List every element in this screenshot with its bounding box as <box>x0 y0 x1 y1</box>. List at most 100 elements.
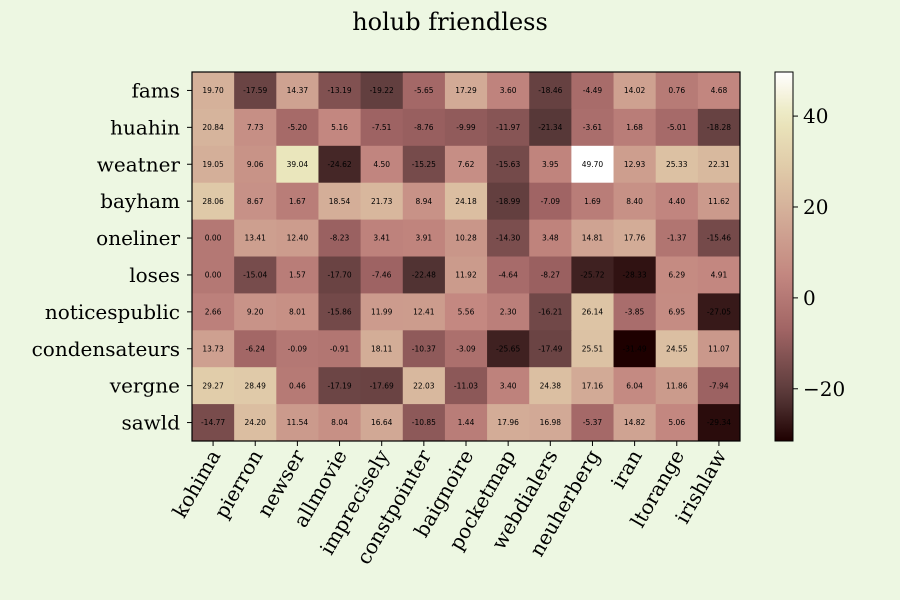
heatmap-cell <box>697 293 741 331</box>
cell-value-label: -31.49 <box>623 344 647 353</box>
cell-value-label: -15.86 <box>327 307 351 316</box>
cell-value-label: -10.37 <box>412 344 436 353</box>
heatmap-cell <box>318 293 362 331</box>
y-tick-label: huahin <box>110 115 180 139</box>
heatmap-cell <box>697 108 741 147</box>
heatmap-cell <box>613 367 657 405</box>
cell-value-label: 16.64 <box>371 418 393 427</box>
cell-value-label: 6.95 <box>668 307 685 316</box>
heatmap-cell <box>655 330 699 368</box>
heatmap-cell <box>487 72 530 110</box>
heatmap-cell <box>697 72 741 110</box>
cell-value-label: -0.91 <box>330 344 350 353</box>
heatmap-cell <box>192 219 235 257</box>
cell-value-label: -4.49 <box>583 86 603 95</box>
heatmap-cell <box>192 404 235 442</box>
heatmap-cell <box>276 404 319 442</box>
cell-value-label: 24.20 <box>244 418 266 427</box>
heatmap-cells: 19.70 -17.59 14.37 -13.19 -19.22 -5.65 17.29 3.… <box>192 72 741 442</box>
cell-value-label: 0.76 <box>668 86 685 95</box>
y-tick-label: fams <box>131 78 180 102</box>
chart-title: holub friendless <box>352 8 548 36</box>
heatmap-cell <box>529 404 572 442</box>
heatmap-cell <box>192 72 235 110</box>
heatmap-cell <box>529 367 572 405</box>
heatmap-cell <box>697 256 741 294</box>
heatmap-cell <box>697 219 741 257</box>
cell-value-label: -19.22 <box>370 86 394 95</box>
cell-value-label: 14.82 <box>624 418 646 427</box>
cell-value-label: 0.46 <box>289 381 306 390</box>
y-tick-label: oneliner <box>96 226 180 250</box>
cell-value-label: -9.99 <box>456 123 476 132</box>
cell-value-label: -25.65 <box>496 344 520 353</box>
cell-value-label: 28.49 <box>244 381 266 390</box>
cell-value-label: 18.11 <box>371 344 393 353</box>
heatmap-cell <box>360 256 404 294</box>
heatmap-cell <box>487 293 530 331</box>
heatmap-cell <box>360 145 404 184</box>
colorbar-tick-label: −20 <box>803 377 845 401</box>
heatmap-cell <box>444 367 488 405</box>
heatmap-cell <box>655 219 699 257</box>
heatmap-cell <box>234 367 277 405</box>
cell-value-label: -6.24 <box>246 344 266 353</box>
heatmap-cell <box>276 367 319 405</box>
cell-value-label: -28.33 <box>623 271 647 280</box>
cell-value-label: -3.85 <box>625 307 645 316</box>
heatmap-cell <box>487 330 530 368</box>
cell-value-label: 6.29 <box>668 271 685 280</box>
colorbar: −20 0 20 40 <box>774 71 845 442</box>
y-tick-label: loses <box>129 263 180 287</box>
cell-value-label: 8.04 <box>331 418 348 427</box>
cell-value-label: 17.76 <box>624 234 646 243</box>
cell-value-label: -10.85 <box>412 418 436 427</box>
cell-value-label: -8.76 <box>414 123 434 132</box>
cell-value-label: -7.94 <box>709 381 729 390</box>
cell-value-label: -14.77 <box>201 418 225 427</box>
cell-value-label: 14.81 <box>582 234 604 243</box>
cell-value-label: -16.21 <box>538 307 562 316</box>
cell-value-label: -8.27 <box>541 271 561 280</box>
heatmap-cell <box>444 219 488 257</box>
heatmap-cell <box>402 367 446 405</box>
cell-value-label: 3.40 <box>500 381 517 390</box>
heatmap-cell <box>613 219 657 257</box>
cell-value-label: -8.23 <box>330 234 350 243</box>
heatmap-cell <box>571 293 615 331</box>
heatmap-cell <box>444 256 488 294</box>
heatmap-cell <box>613 145 657 184</box>
cell-value-label: -17.69 <box>370 381 394 390</box>
cell-value-label: 49.70 <box>582 160 604 169</box>
x-axis: kohimapierronnewserallmovieimpreciselyco… <box>167 441 731 568</box>
heatmap-cell <box>360 108 404 147</box>
cell-value-label: 4.91 <box>711 271 728 280</box>
heatmap-cell <box>613 108 657 147</box>
heatmap-cell <box>529 72 572 110</box>
heatmap-cell <box>234 404 277 442</box>
heatmap-cell <box>655 145 699 184</box>
cell-value-label: -15.46 <box>707 234 731 243</box>
cell-value-label: 5.56 <box>458 307 475 316</box>
heatmap-cell <box>402 330 446 368</box>
cell-value-label: 4.68 <box>711 86 728 95</box>
heatmap-cell <box>487 182 530 221</box>
heatmap-cell <box>318 330 362 368</box>
cell-value-label: 2.30 <box>500 307 517 316</box>
heatmap-cell <box>697 182 741 221</box>
heatmap-cell <box>444 293 488 331</box>
heatmap-cell <box>402 256 446 294</box>
cell-value-label: 11.07 <box>708 344 730 353</box>
heatmap-cell <box>487 367 530 405</box>
cell-value-label: 0.00 <box>205 271 222 280</box>
heatmap-cell <box>360 72 404 110</box>
cell-value-label: 29.27 <box>202 381 224 390</box>
cell-value-label: 14.37 <box>287 86 309 95</box>
heatmap-cell <box>444 145 488 184</box>
cell-value-label: -5.65 <box>414 86 434 95</box>
cell-value-label: 4.40 <box>668 197 685 206</box>
cell-value-label: 1.44 <box>458 418 475 427</box>
heatmap-cell <box>613 293 657 331</box>
heatmap-cell <box>571 145 615 184</box>
heatmap-cell <box>529 293 572 331</box>
